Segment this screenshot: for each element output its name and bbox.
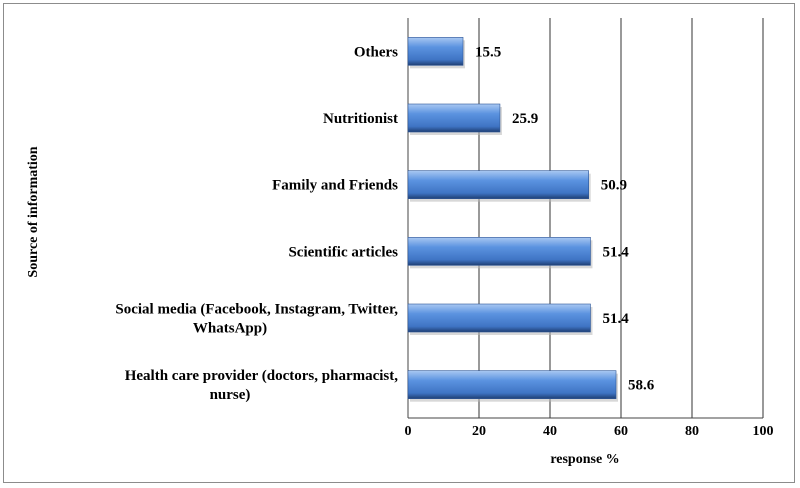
category-label: Others — [354, 44, 398, 60]
x-tick-label: 40 — [543, 424, 557, 439]
category-label: Scientific articles — [288, 244, 398, 260]
x-tick-label: 0 — [405, 424, 412, 439]
category-label: Social media (Facebook, Instagram, Twitt… — [115, 302, 398, 318]
bar-value-label: 15.5 — [475, 44, 501, 60]
category-label: Nutritionist — [323, 111, 398, 127]
x-axis-title: response % — [550, 452, 619, 467]
x-tick-label: 80 — [685, 424, 699, 439]
bar — [407, 370, 617, 399]
gridlines — [407, 18, 764, 419]
x-tick-label: 20 — [472, 424, 486, 439]
category-label: nurse) — [210, 387, 251, 403]
category-label: Health care provider (doctors, pharmacis… — [125, 368, 399, 384]
x-tick-labels: 0 20 40 60 80 100 — [405, 424, 774, 439]
bar — [407, 103, 501, 133]
category-labels: Others Nutritionist Family and Friends Scie… — [115, 44, 398, 403]
y-axis-title: Source of information — [26, 146, 41, 277]
bar — [407, 37, 464, 66]
bar — [407, 170, 589, 199]
bar-value-label: 51.4 — [602, 244, 629, 260]
bar-value-label: 51.4 — [602, 311, 629, 327]
x-tick-label: 60 — [614, 424, 628, 439]
bar — [407, 237, 591, 266]
category-label: Family and Friends — [272, 178, 398, 194]
bar-value-label: 50.9 — [601, 178, 627, 194]
category-label: WhatsApp) — [193, 321, 267, 337]
bar-value-label: 25.9 — [512, 111, 538, 127]
chart-frame — [3, 3, 795, 483]
bar-value-label: 58.6 — [628, 378, 655, 394]
bars: 15.5 25.9 50.9 51.4 51.4 58.6 — [407, 37, 655, 402]
x-tick-label: 100 — [753, 424, 774, 439]
bar — [407, 303, 591, 333]
